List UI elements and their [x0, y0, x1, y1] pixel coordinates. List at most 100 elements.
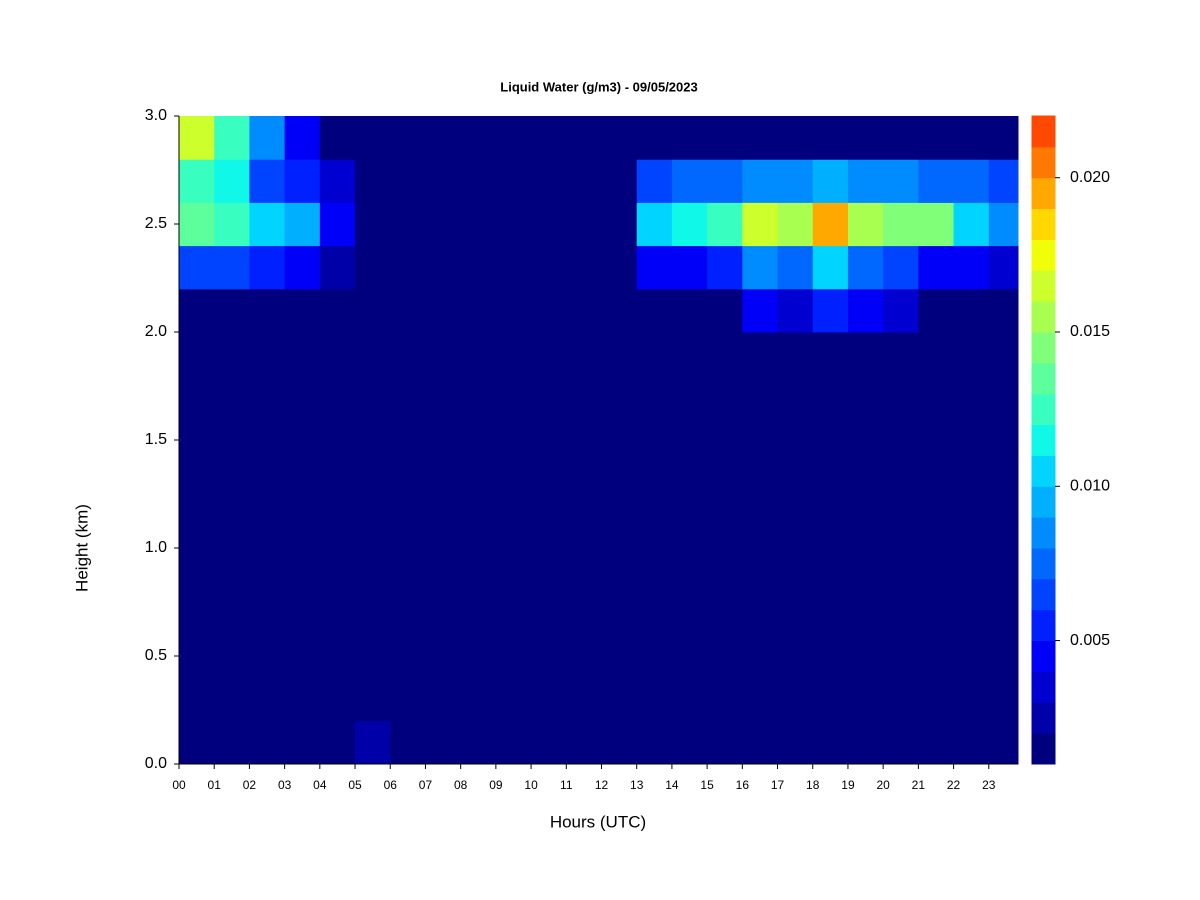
heatmap-cell	[531, 288, 567, 333]
x-tick-label: 04	[313, 778, 327, 792]
heatmap-cell	[425, 418, 462, 463]
heatmap-cell	[249, 591, 286, 635]
heatmap-cell	[777, 634, 814, 679]
heatmap-cell	[777, 504, 814, 549]
heatmap-cell	[601, 461, 638, 506]
heatmap-cell	[284, 548, 321, 592]
heatmap-cell	[566, 504, 602, 549]
heatmap-cell	[390, 548, 426, 592]
heatmap-cell	[777, 202, 814, 247]
heatmap-cell	[671, 202, 708, 247]
heatmap-cell	[883, 332, 919, 376]
heatmap-cell	[249, 375, 286, 419]
heatmap-cell	[601, 332, 638, 376]
colorbar-tick-label: 0.005	[1070, 632, 1110, 649]
heatmap-cell	[847, 418, 884, 463]
x-tick-label: 10	[524, 778, 538, 792]
heatmap-cell	[355, 116, 391, 160]
heatmap-cell	[495, 375, 532, 419]
colorbar-band	[1031, 640, 1056, 672]
heatmap-cell	[601, 591, 638, 635]
heatmap-cell	[284, 720, 321, 765]
heatmap-cell	[566, 677, 602, 722]
heatmap-cell	[742, 677, 779, 722]
heatmap-cell	[671, 159, 708, 203]
heatmap-cell	[214, 591, 250, 635]
heatmap-cell	[671, 504, 708, 549]
heatmap-cell	[953, 677, 990, 722]
heatmap-cell	[284, 634, 321, 679]
heatmap-cell	[636, 634, 673, 679]
heatmap-cell	[812, 116, 849, 160]
heatmap-cell	[707, 245, 743, 290]
heatmap-cell	[460, 375, 497, 419]
heatmap-cell	[390, 720, 426, 765]
heatmap-cell	[531, 720, 567, 765]
heatmap-cell	[319, 677, 356, 722]
heatmap-cell	[425, 116, 462, 160]
heatmap-cell	[425, 245, 462, 290]
heatmap-cell	[390, 288, 426, 333]
heatmap-cell	[636, 720, 673, 765]
heatmap-cell	[918, 677, 955, 722]
heatmap-cell	[918, 116, 955, 160]
heatmap-cell	[847, 548, 884, 592]
heatmap-cell	[390, 677, 426, 722]
heatmap-cell	[847, 461, 884, 506]
heatmap-cell	[707, 375, 743, 419]
x-tick-label: 23	[982, 778, 996, 792]
x-tick-label: 20	[876, 778, 890, 792]
heatmap-cell	[531, 677, 567, 722]
heatmap-cell	[707, 159, 743, 203]
heatmap-cell	[319, 591, 356, 635]
heatmap-cell	[460, 461, 497, 506]
y-tick-label: 2.0	[145, 323, 167, 340]
heatmap-cell	[601, 418, 638, 463]
heatmap-cell	[179, 202, 215, 247]
heatmap-cell	[847, 159, 884, 203]
heatmap-cell	[742, 418, 779, 463]
heatmap-cell	[460, 245, 497, 290]
heatmap-cell	[988, 634, 1019, 679]
heatmap-cell	[812, 504, 849, 549]
heatmap-cell	[777, 548, 814, 592]
heatmap-cell	[531, 504, 567, 549]
heatmap-cell	[355, 332, 391, 376]
heatmap-cell	[460, 548, 497, 592]
heatmap-cell	[812, 461, 849, 506]
heatmap-cell	[636, 202, 673, 247]
heatmap-cell	[883, 720, 919, 765]
heatmap-cell	[566, 116, 602, 160]
heatmap-cell	[707, 677, 743, 722]
heatmap-cell	[319, 159, 356, 203]
heatmap-cell	[319, 548, 356, 592]
heatmap-cell	[707, 418, 743, 463]
heatmap-cell	[918, 461, 955, 506]
heatmap-cell	[601, 375, 638, 419]
heatmap-cell	[601, 548, 638, 592]
heatmap-cell	[214, 202, 250, 247]
heatmap-cell	[214, 332, 250, 376]
heatmap-cell	[355, 202, 391, 247]
y-tick-label: 0.0	[145, 755, 167, 772]
heatmap-cell	[319, 720, 356, 765]
heatmap-cell	[953, 720, 990, 765]
heatmap-cell	[495, 245, 532, 290]
colorbar-band	[1031, 485, 1056, 518]
heatmap-cell	[742, 116, 779, 160]
heatmap-cell	[495, 461, 532, 506]
heatmap-cell	[531, 548, 567, 592]
heatmap-cell	[284, 245, 321, 290]
heatmap-cell	[390, 332, 426, 376]
heatmap-cell	[390, 504, 426, 549]
heatmap-cell	[918, 634, 955, 679]
heatmap-cell	[566, 548, 602, 592]
heatmap-cell	[847, 634, 884, 679]
heatmap-cell	[601, 504, 638, 549]
heatmap-cell	[883, 288, 919, 333]
heatmap-cell	[495, 202, 532, 247]
heatmap-cell	[777, 116, 814, 160]
heatmap-cell	[847, 288, 884, 333]
heatmap-cell	[847, 245, 884, 290]
colorbar-band	[1031, 331, 1056, 364]
